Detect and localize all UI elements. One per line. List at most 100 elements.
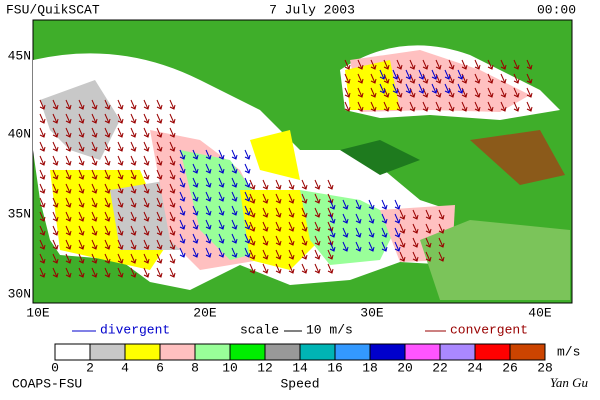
wind-arrow — [179, 149, 186, 160]
wind-arrow — [104, 253, 111, 264]
wind-arrow — [526, 73, 533, 84]
wind-arrow — [448, 101, 455, 112]
wind-arrow — [392, 83, 399, 94]
wind-arrow — [169, 155, 176, 166]
wind-arrow — [39, 127, 46, 138]
lat-label: 35N — [8, 206, 31, 221]
wind-arrow — [329, 213, 336, 224]
colorbar-swatch — [509, 343, 546, 361]
wind-arrow — [143, 155, 150, 166]
colorbar-tick: 22 — [432, 360, 448, 375]
wind-arrow — [394, 241, 401, 252]
wind-arrow — [357, 73, 364, 84]
wind-arrow — [169, 211, 176, 222]
wind-arrow — [301, 221, 308, 232]
wind-arrow — [288, 235, 295, 246]
wind-arrow — [262, 221, 269, 232]
colorbar-tick: 0 — [51, 360, 59, 375]
wind-arrow — [65, 211, 72, 222]
wind-arrow — [218, 177, 225, 188]
colorbar: 0 2 4 6 8 10 12 14 16 18 20 22 24 26 28m/s — [51, 343, 580, 375]
wind-arrow — [65, 225, 72, 236]
wind-arrow — [314, 193, 321, 204]
wind-arrow — [117, 225, 124, 236]
wind-arrow — [218, 163, 225, 174]
wind-arrow — [357, 59, 364, 70]
wind-arrow — [91, 267, 98, 278]
wind-arrow — [368, 199, 375, 210]
wind-arrow — [381, 213, 388, 224]
wind-arrow — [412, 251, 419, 262]
wind-arrow — [399, 209, 406, 220]
wind-arrow — [244, 163, 251, 174]
wind-arrow — [392, 69, 399, 80]
colorbar-swatch — [474, 343, 511, 361]
scale-value: 10 m/s — [306, 322, 353, 337]
wind-arrow — [500, 87, 507, 98]
wind-arrow — [104, 127, 111, 138]
wind-arrow — [91, 113, 98, 124]
wind-arrow — [91, 225, 98, 236]
wind-arrow — [249, 249, 256, 260]
wind-arrow — [169, 197, 176, 208]
wind-arrow — [117, 211, 124, 222]
land-relief — [470, 130, 565, 185]
wind-arrow — [526, 87, 533, 98]
wind-arrow — [355, 227, 362, 238]
wind-arrow — [192, 219, 199, 230]
wind-arrow — [370, 59, 377, 70]
wind-arrow — [52, 113, 59, 124]
wind-arrow — [262, 249, 269, 260]
wind-arrow — [314, 263, 321, 274]
wind-arrow — [104, 169, 111, 180]
wind-arrow — [394, 213, 401, 224]
wind-arrow — [179, 177, 186, 188]
wind-arrow — [179, 219, 186, 230]
colorbar-swatch — [404, 343, 441, 361]
wind-arrow — [156, 253, 163, 264]
wind-arrow — [231, 191, 238, 202]
wind-arrow — [52, 239, 59, 250]
wind-arrow — [288, 193, 295, 204]
wind-arrow — [244, 149, 251, 160]
wind-arrow — [355, 213, 362, 224]
wind-arrow — [327, 235, 334, 246]
wind-arrow — [65, 127, 72, 138]
lat-label: 45N — [8, 48, 31, 63]
wind-arrow — [275, 249, 282, 260]
wind-arrow — [474, 59, 481, 70]
wind-arrow — [39, 141, 46, 152]
lat-label: 40N — [8, 126, 31, 141]
wind-arrow — [78, 183, 85, 194]
wind-arrow — [192, 233, 199, 244]
wind-arrow — [192, 205, 199, 216]
wind-arrow — [461, 59, 468, 70]
wind-arrow — [78, 239, 85, 250]
wind-arrow — [327, 263, 334, 274]
wind-arrow — [249, 207, 256, 218]
wind-arrow — [399, 237, 406, 248]
wind-arrow — [169, 225, 176, 236]
wind-arrow — [65, 169, 72, 180]
wind-arrow — [91, 239, 98, 250]
wind-arrow — [205, 219, 212, 230]
wind-arrow — [435, 101, 442, 112]
wind-arrow — [370, 73, 377, 84]
wind-arrow — [104, 113, 111, 124]
wind-arrow — [342, 227, 349, 238]
wind-arrow — [288, 179, 295, 190]
wind-arrow — [156, 239, 163, 250]
land-relief — [340, 140, 420, 175]
wind-arrow — [39, 211, 46, 222]
wind-arrow — [342, 199, 349, 210]
header-center: 7 July 2003 — [269, 2, 355, 17]
wind-arrow — [104, 99, 111, 110]
wind-arrow — [513, 87, 520, 98]
wind-arrow — [301, 235, 308, 246]
wind-arrow — [327, 179, 334, 190]
wind-arrow — [78, 127, 85, 138]
colorbar-tick: 26 — [502, 360, 518, 375]
wind-arrow — [78, 197, 85, 208]
wind-arrow — [104, 197, 111, 208]
wind-arrow — [130, 183, 137, 194]
